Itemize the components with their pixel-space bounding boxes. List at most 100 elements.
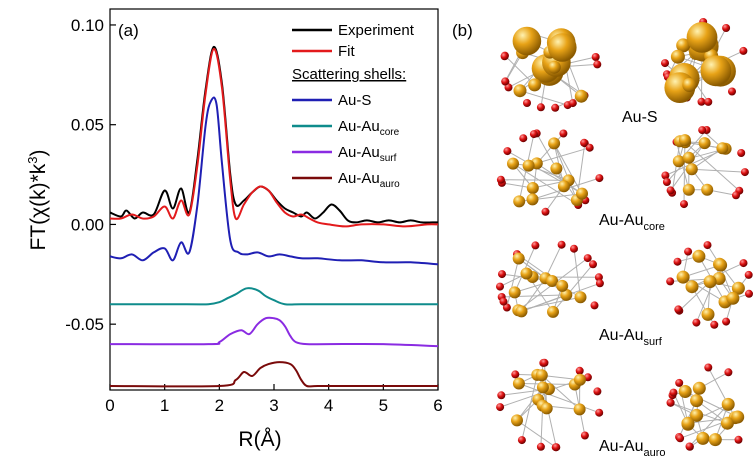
sulfur-atom <box>523 99 531 107</box>
sulfur-atom <box>593 387 602 396</box>
sulfur-atom <box>496 175 505 184</box>
sulfur-atom <box>500 52 509 61</box>
sulfur-atom <box>557 240 566 249</box>
bond <box>512 163 579 206</box>
sulfur-atom <box>585 143 594 152</box>
sulfur-atom <box>589 260 597 269</box>
sulfur-atom <box>501 77 510 86</box>
gold-atom <box>685 280 699 294</box>
gold-atom <box>528 78 542 92</box>
gold-atom <box>546 275 559 287</box>
sulfur-atom <box>497 391 506 400</box>
gold-atom <box>676 38 691 53</box>
bond <box>573 248 581 298</box>
sulfur-atom <box>666 398 675 407</box>
gold-atom <box>556 279 569 292</box>
sulfur-atom <box>684 247 693 256</box>
gold-atom <box>512 252 525 265</box>
sulfur-atom <box>666 277 675 286</box>
gold-atom <box>507 157 519 170</box>
series-line-au-au-auro <box>109 361 438 388</box>
gold-atom <box>574 89 588 103</box>
gold-atom <box>720 416 734 430</box>
gold-atom <box>540 402 553 415</box>
bond <box>516 387 544 421</box>
sulfur-atom <box>740 168 749 177</box>
gold-atom <box>548 33 577 62</box>
gold-atom <box>512 377 525 390</box>
gold-atom <box>690 394 704 408</box>
gold-atom <box>547 305 559 318</box>
sulfur-atom <box>734 435 743 444</box>
legend-label-fit: Fit <box>338 43 355 60</box>
bond <box>691 168 745 173</box>
gold-atom <box>536 381 549 394</box>
panel-a-chart: 0 1 2 3 4 5 6 0.10 0.05 0.00 -0.05 (a) Experiment … <box>25 8 443 451</box>
x-tick-label: 2 <box>215 396 224 415</box>
x-tick-label: 5 <box>379 396 388 415</box>
sulfur-atom <box>666 186 675 195</box>
sulfur-atom <box>737 149 746 157</box>
series-line-fit <box>109 47 439 228</box>
sulfur-atom <box>732 191 740 200</box>
bond <box>516 388 550 421</box>
y-tick-label: 0.00 <box>71 215 104 234</box>
legend-header: Scattering shells: <box>292 66 406 83</box>
bond <box>691 147 723 170</box>
gold-atom <box>548 137 561 150</box>
gold-atom <box>676 270 690 284</box>
legend: Experiment Fit Scattering shells: Au-S A… <box>292 22 415 190</box>
sulfur-atom <box>580 138 589 147</box>
gold-atom <box>682 183 695 196</box>
sulfur-atom <box>739 259 748 268</box>
sulfur-atom <box>575 366 584 375</box>
gold-atom <box>670 49 685 64</box>
sulfur-atom <box>698 126 707 135</box>
gold-atom <box>550 162 563 175</box>
gold-atom <box>703 275 717 289</box>
bond <box>552 263 594 313</box>
sulfur-atom <box>661 59 669 68</box>
sulfur-atom <box>583 254 592 263</box>
sulfur-atom <box>669 388 678 397</box>
sulfur-atom <box>680 200 688 209</box>
bond <box>536 133 557 169</box>
panel-b-label: (b) <box>452 21 473 40</box>
sulfur-atom <box>503 147 512 156</box>
sulfur-atom <box>722 24 731 32</box>
gold-atom <box>526 182 539 194</box>
sulfur-atom <box>568 99 577 108</box>
gold-atom <box>576 187 588 200</box>
gold-atom <box>513 195 526 208</box>
gold-atom <box>508 286 521 299</box>
sulfur-atom <box>540 358 549 367</box>
gold-atom <box>678 385 692 398</box>
legend-label-au-au-surf: Au-Ausurf <box>338 144 397 164</box>
bond <box>519 90 568 106</box>
gold-atom <box>696 431 710 445</box>
sulfur-atom <box>502 303 511 312</box>
sulfur-atom <box>536 103 545 112</box>
gold-atom <box>511 414 523 427</box>
sulfur-atom <box>570 244 578 253</box>
gold-atom <box>726 291 740 305</box>
structure-label-au-au-core: Au-Aucore <box>599 212 665 233</box>
gold-atom <box>708 433 722 447</box>
sulfur-atom <box>692 318 701 327</box>
structure-label-au-au-auro: Au-Auauro <box>599 438 666 459</box>
gold-atom <box>685 163 698 176</box>
gold-atom <box>678 134 691 147</box>
bond <box>536 162 583 195</box>
x-tick-label: 3 <box>269 396 278 415</box>
bond <box>506 258 520 308</box>
bond <box>542 387 557 448</box>
sulfur-atom <box>511 370 520 379</box>
structure-label-au-au-surf: Au-Ausurf <box>599 327 663 348</box>
sulfur-atom <box>595 279 604 288</box>
x-axis-title: R(Å) <box>238 428 281 451</box>
series-layer <box>109 45 439 388</box>
gold-atom <box>700 55 732 87</box>
gold-atom <box>731 281 745 295</box>
bond <box>683 140 686 205</box>
gold-atom <box>716 142 729 155</box>
